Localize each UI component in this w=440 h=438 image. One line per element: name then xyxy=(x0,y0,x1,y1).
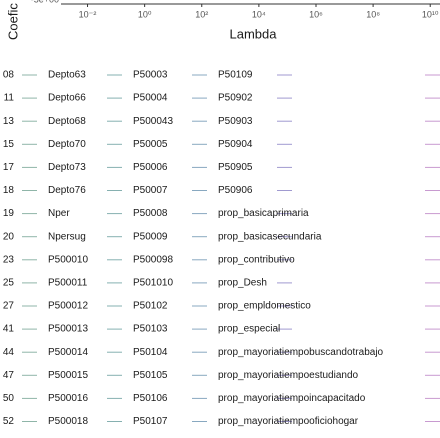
legend-label: P500016 xyxy=(48,393,88,404)
legend-label: prop_mayoriatiempoincapacitado xyxy=(218,393,366,404)
legend-label: P500013 xyxy=(48,324,88,335)
legend-label: P50109 xyxy=(218,70,253,81)
legend-label: P50003 xyxy=(133,70,168,81)
legend-label: P50904 xyxy=(218,139,253,150)
legend-label: 08 xyxy=(3,70,15,81)
legend-label: prop_mayoriatiempooficiohogar xyxy=(218,416,359,427)
legend-label: 44 xyxy=(3,347,15,358)
legend-label: Depto66 xyxy=(48,93,86,104)
legend-label: P50008 xyxy=(133,208,168,219)
y-tick-label: -5e+00 xyxy=(31,0,59,4)
legend-label: prop_Desh xyxy=(218,278,267,289)
legend-label: prop_empldomestico xyxy=(218,301,311,312)
legend-label: Depto70 xyxy=(48,139,86,150)
legend-label: prop_basicaprimaria xyxy=(218,208,309,219)
legend-label: Npersug xyxy=(48,231,86,242)
legend-label: prop_mayoriatiempobuscandotrabajo xyxy=(218,347,384,358)
legend-label: P500098 xyxy=(133,254,173,265)
legend-label: P50007 xyxy=(133,185,168,196)
legend-label: 17 xyxy=(3,162,15,173)
legend-label: prop_mayoriatiempoestudiando xyxy=(218,370,359,381)
legend-label: P50102 xyxy=(133,301,168,312)
legend-label: 11 xyxy=(4,93,15,104)
legend-label: Depto63 xyxy=(48,70,86,81)
x-tick-label: 10⁶ xyxy=(309,9,323,19)
x-tick-label: 10² xyxy=(195,9,208,19)
legend-label: prop_especial xyxy=(218,324,280,335)
legend-label: P50107 xyxy=(133,416,168,427)
legend-label: prop_contributivo xyxy=(218,254,295,265)
legend-label: P50902 xyxy=(218,93,253,104)
x-tick-label: 10⁸ xyxy=(366,9,380,19)
legend-label: 41 xyxy=(3,324,15,335)
legend-label: 52 xyxy=(3,416,15,427)
legend-label: P50006 xyxy=(133,162,168,173)
legend-label: P50005 xyxy=(133,139,168,150)
x-axis-label: Lambda xyxy=(230,26,278,41)
legend-label: P500012 xyxy=(48,301,88,312)
legend-label: Depto68 xyxy=(48,116,86,127)
legend-label: 20 xyxy=(3,231,15,242)
legend-label: 27 xyxy=(3,301,15,312)
legend-label: P500015 xyxy=(48,370,88,381)
legend-label: P50004 xyxy=(133,93,168,104)
x-tick-label: 10⁴ xyxy=(252,9,266,19)
legend-label: P500010 xyxy=(48,254,88,265)
y-axis-label: Coefic xyxy=(5,3,20,40)
legend-label: 15 xyxy=(3,139,15,150)
legend-label: 50 xyxy=(3,393,15,404)
legend-label: 19 xyxy=(3,208,15,219)
legend-label: 25 xyxy=(3,278,15,289)
legend-label: prop_basicasecundaria xyxy=(218,231,322,242)
legend-label: P50103 xyxy=(133,324,168,335)
legend-label: 13 xyxy=(3,116,15,127)
x-tick-label: 10¹⁰ xyxy=(422,9,439,19)
legend-label: P500043 xyxy=(133,116,173,127)
x-tick-label: 10⁰ xyxy=(138,9,152,19)
legend-label: Nper xyxy=(48,208,70,219)
legend-label: 47 xyxy=(3,370,15,381)
legend-label: P50105 xyxy=(133,370,168,381)
legend-label: P500014 xyxy=(48,347,88,358)
legend-label: P50906 xyxy=(218,185,253,196)
legend-label: P50104 xyxy=(133,347,168,358)
legend-label: P501010 xyxy=(133,278,173,289)
legend-label: Depto73 xyxy=(48,162,86,173)
legend-label: P50009 xyxy=(133,231,168,242)
legend-label: 23 xyxy=(3,254,15,265)
legend-label: 18 xyxy=(3,185,15,196)
legend-label: P500018 xyxy=(48,416,88,427)
legend-label: P50106 xyxy=(133,393,168,404)
legend-label: P50905 xyxy=(218,162,253,173)
legend-label: Depto76 xyxy=(48,185,86,196)
legend-label: P500011 xyxy=(48,278,88,289)
x-tick-label: 10⁻² xyxy=(79,9,97,19)
legend-label: P50903 xyxy=(218,116,253,127)
